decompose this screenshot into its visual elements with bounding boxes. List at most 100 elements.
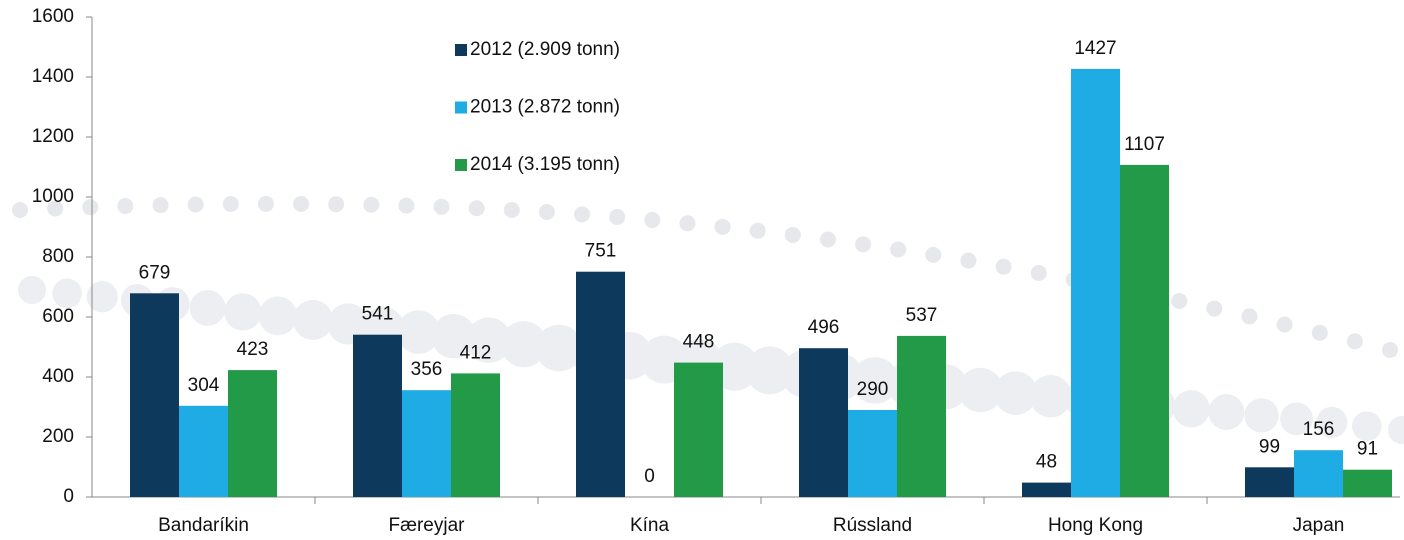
legend-swatch (455, 101, 467, 114)
bar (1343, 469, 1392, 497)
legend-swatch (455, 159, 467, 171)
bar (402, 390, 451, 497)
y-tick-label: 1600 (32, 6, 74, 27)
data-label: 423 (237, 339, 269, 360)
bg-dot (1352, 411, 1382, 441)
data-label: 1107 (1124, 134, 1165, 155)
bg-dot (12, 202, 28, 218)
data-label: 1427 (1074, 38, 1116, 59)
bg-dot (1346, 333, 1363, 350)
y-tick-label: 400 (42, 366, 74, 387)
bg-dot (398, 197, 415, 214)
bg-dot (82, 199, 99, 216)
bg-dot (1206, 300, 1223, 317)
bg-dot (535, 324, 583, 372)
data-label: 679 (139, 262, 171, 283)
bg-dot (328, 196, 345, 213)
data-label: 537 (906, 305, 938, 326)
bar (576, 271, 625, 497)
data-label: 412 (460, 342, 492, 363)
bg-dot (890, 241, 907, 258)
bg-dot (86, 281, 118, 313)
bg-dot (117, 198, 134, 215)
bg-dot (222, 196, 239, 213)
data-label: 496 (808, 317, 840, 338)
bg-dot (396, 310, 441, 354)
bg-dot (855, 236, 872, 253)
bg-dot (1382, 342, 1398, 358)
data-label: 448 (683, 332, 715, 353)
bg-dot (925, 246, 942, 263)
bar (848, 410, 897, 497)
y-tick-label: 600 (42, 306, 74, 327)
bar (1120, 164, 1169, 497)
bar (179, 405, 228, 497)
bar (353, 334, 402, 497)
bg-dot (1030, 264, 1047, 281)
bar (1245, 467, 1294, 497)
bar (1294, 450, 1343, 497)
bg-dot (293, 299, 334, 340)
y-tick-label: 800 (42, 246, 74, 267)
bg-dot (538, 204, 555, 221)
bg-dot (293, 195, 310, 212)
data-label: 356 (411, 359, 443, 380)
x-tick-label: Hong Kong (1048, 515, 1143, 536)
y-tick-label: 1200 (32, 126, 74, 147)
x-tick-label: Rússland (833, 515, 912, 536)
y-tick-label: 200 (42, 426, 74, 447)
x-tick-label: Kína (630, 515, 670, 536)
bg-dot (1241, 308, 1258, 325)
data-label: 99 (1259, 436, 1280, 457)
bg-dot (327, 303, 369, 345)
bar (1071, 68, 1120, 498)
data-label: 156 (1303, 419, 1335, 440)
bg-dot (258, 296, 298, 336)
bg-dot (644, 211, 661, 228)
data-label: 48 (1036, 452, 1057, 473)
bg-dot (609, 209, 626, 226)
bg-dot (187, 196, 204, 213)
data-label: 91 (1357, 439, 1378, 460)
legend-swatch (455, 44, 467, 56)
bg-dot (784, 226, 801, 243)
x-tick-label: Færeyjar (388, 515, 465, 536)
y-tick-label: 1400 (32, 66, 74, 87)
y-tick-label: 0 (63, 486, 74, 507)
bg-dot (224, 293, 262, 331)
bar (130, 293, 179, 497)
bg-dot (960, 252, 977, 269)
bg-dot (363, 196, 380, 213)
bg-dot (1316, 406, 1348, 439)
bg-dot (1029, 375, 1072, 418)
y-tick-label: 1000 (32, 186, 74, 207)
bar (799, 348, 848, 497)
bg-dot (500, 321, 547, 368)
bg-dot (995, 258, 1012, 275)
bg-dot (257, 195, 274, 212)
bg-dot (851, 357, 899, 404)
bar (228, 370, 277, 497)
bar (897, 335, 946, 497)
bg-dot (1244, 398, 1279, 433)
bg-dot (749, 222, 766, 239)
bg-dot (1172, 390, 1210, 428)
bg-dot (958, 367, 1003, 413)
legend-label: 2013 (2.872 tonn) (470, 97, 620, 118)
bg-dot (993, 371, 1038, 415)
bar (674, 362, 723, 497)
data-label: 751 (585, 241, 617, 262)
bg-dot (18, 276, 46, 304)
bg-dot (1276, 316, 1293, 333)
bg-dot (189, 290, 226, 326)
bg-dot (679, 215, 696, 232)
legend-label: 2012 (2.909 tonn) (470, 39, 620, 60)
bg-dot (1171, 292, 1188, 309)
legend-label: 2014 (3.195 tonn) (470, 154, 620, 175)
bg-dot (1388, 416, 1404, 444)
bg-dot (574, 206, 591, 223)
data-label: 304 (188, 375, 220, 396)
bg-dot (745, 346, 794, 395)
data-label: 290 (857, 379, 889, 400)
bg-dot (431, 313, 476, 359)
